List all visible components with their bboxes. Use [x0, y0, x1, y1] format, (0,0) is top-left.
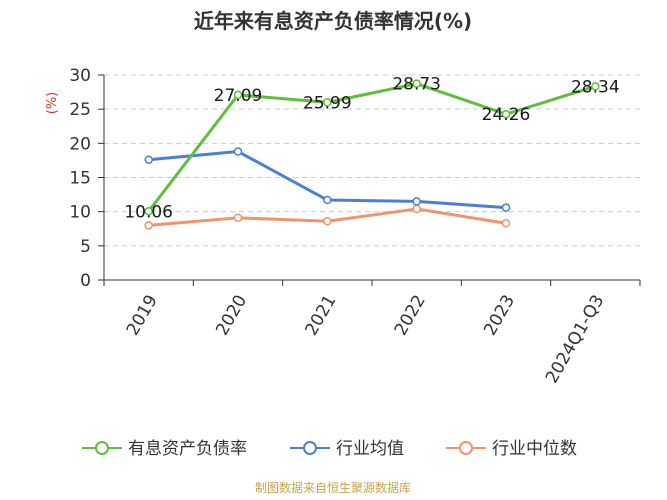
data-point[interactable]: [323, 195, 332, 205]
series-line: [147, 82, 597, 213]
data-point[interactable]: [412, 79, 421, 88]
y-tick-label: 30: [69, 66, 91, 86]
legend[interactable]: 有息资产负债率 行业均值 行业中位数: [82, 439, 577, 459]
legend-item[interactable]: 行业均值: [290, 439, 404, 459]
legend-label: 行业均值: [336, 439, 404, 459]
data-point[interactable]: [412, 197, 421, 206]
legend-item[interactable]: 行业中位数: [446, 439, 577, 459]
data-point[interactable]: [501, 203, 511, 212]
x-tick-label: 2021: [302, 292, 341, 339]
data-label: 10.06: [124, 202, 173, 222]
data-point[interactable]: [144, 155, 153, 164]
y-tick-label: 5: [80, 237, 91, 257]
series-2: [144, 204, 511, 230]
data-point[interactable]: [323, 216, 332, 226]
data-point[interactable]: [144, 221, 153, 230]
data-point[interactable]: [501, 219, 511, 228]
y-tick-label: 0: [80, 271, 91, 291]
y-tick-label: 15: [69, 169, 91, 189]
data-label: 28.73: [392, 75, 441, 95]
data-label: 24.26: [482, 105, 531, 125]
data-point[interactable]: [233, 213, 243, 223]
legend-label: 行业中位数: [492, 439, 577, 459]
series-1: [144, 147, 511, 212]
series-lines: [144, 79, 600, 230]
x-tick-label: 2020: [212, 292, 251, 339]
data-point[interactable]: [323, 98, 332, 107]
y-axis-label: (%): [45, 92, 60, 115]
series-0: [144, 79, 600, 216]
data-point[interactable]: [233, 90, 243, 100]
y-tick-label: 20: [69, 134, 91, 154]
grid-lines: [104, 74, 640, 247]
data-point[interactable]: [233, 147, 243, 156]
data-point[interactable]: [144, 207, 153, 216]
x-tick-label: 2024Q1-Q3: [542, 292, 609, 387]
data-label: 27.09: [214, 86, 263, 106]
y-tick-label: 25: [69, 100, 91, 120]
x-tick-label: 2019: [123, 292, 162, 339]
y-tick-label: 10: [69, 203, 91, 223]
legend-marker: [459, 441, 473, 455]
data-label: 28.34: [571, 77, 620, 97]
source-note: 制图数据来自恒生聚源数据库: [255, 480, 411, 495]
data-point[interactable]: [501, 109, 511, 119]
data-point[interactable]: [591, 82, 600, 91]
data-point[interactable]: [412, 204, 421, 214]
legend-marker: [303, 441, 317, 455]
legend-marker: [95, 441, 109, 455]
data-labels: 10.06 27.09 25.99 28.73 24.26 28.34: [124, 75, 619, 223]
x-tick-label: 2022: [391, 292, 430, 339]
x-tick-label: 2023: [480, 292, 519, 339]
axes: 0 5 10 15 20 25 30 2019 2020 2021 2022 2023 2024Q1-Q…: [69, 66, 641, 387]
data-label: 25.99: [303, 93, 352, 113]
chart-title: 近年来有息资产负债率情况(%): [194, 9, 472, 33]
legend-item[interactable]: 有息资产负债率: [82, 439, 247, 459]
legend-label: 有息资产负债率: [128, 439, 247, 459]
